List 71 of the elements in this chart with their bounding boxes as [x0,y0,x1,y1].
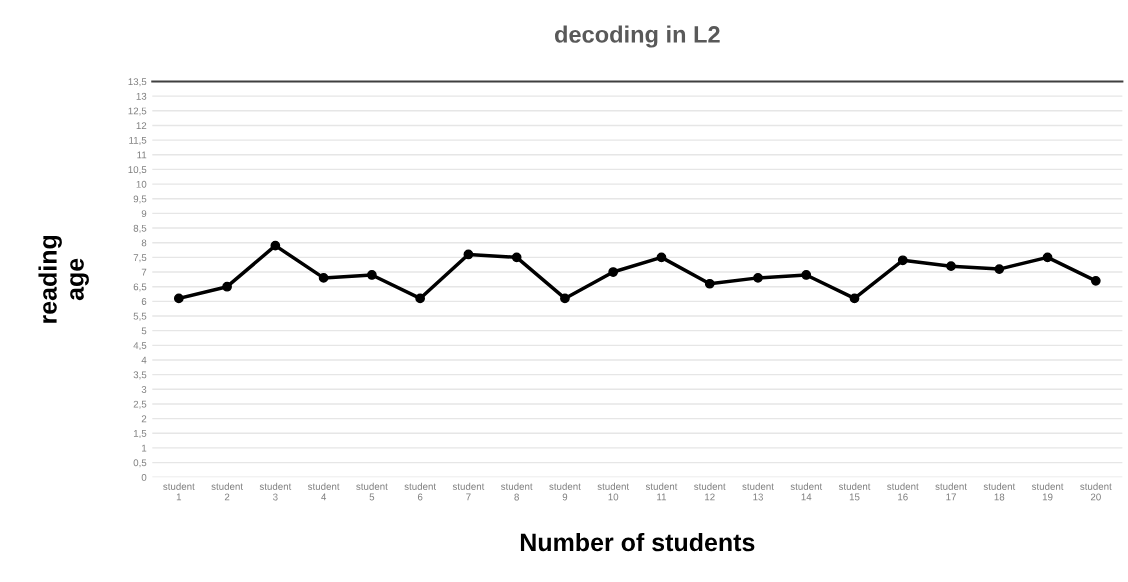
x-tick-label: student 14 [790,482,823,501]
point [994,264,1005,274]
y-tick-label: 9,5 [133,195,147,204]
x-tick-label: student 13 [742,482,774,501]
y-tick-label: 3,5 [133,371,147,380]
y-tick-label: 1 [142,444,147,452]
x-tick-label: student 11 [645,482,678,501]
point [318,273,329,283]
point [1090,275,1101,286]
point [897,255,908,266]
y-tick-label: 0 [141,473,147,481]
y-tick-label: 4,5 [133,342,147,351]
y-tick-label: 6,5 [133,283,147,292]
point [608,267,619,277]
y-tick-label: 12,5 [128,107,147,116]
x-tick-label: student 4 [307,482,340,501]
y-tick-label: 8 [141,239,147,247]
y-tick-label: 13 [136,92,147,100]
point [656,252,667,263]
x-tick-label: student 18 [983,482,1016,501]
y-tick-label: 9 [141,210,147,218]
y-tick-label: 2,5 [133,400,147,409]
point [463,249,474,260]
y-tick-label: 10,5 [128,166,147,175]
point [753,273,763,283]
x-tick-label: student 3 [259,482,292,501]
y-tick-label: 12 [136,122,147,129]
y-tick-label: 5 [141,327,147,335]
point [367,270,377,280]
point [946,261,956,272]
x-axis-title: Number of students [520,532,755,552]
point [849,293,860,304]
y-tick-label: 1,5 [133,430,147,439]
chart-title: decoding in L2 [555,25,720,48]
x-tick-label: student 10 [597,482,630,501]
y-tick-label: 7 [141,268,147,276]
point [173,293,184,304]
y-tick-label: 3 [141,386,147,393]
x-tick-label: student 7 [452,482,485,501]
x-tick-label: student 16 [887,482,919,501]
x-tick-label: student 6 [404,482,437,501]
x-tick-label: student 19 [1031,482,1064,501]
y-tick-label: 7,5 [133,254,147,263]
y-axis-title: reading age [38,235,89,323]
y-tick-label: 11,5 [129,136,147,145]
y-tick-label: 4 [141,356,147,364]
x-tick-label: student 8 [500,482,533,501]
point [270,240,281,251]
x-tick-label: student 5 [356,482,388,501]
y-tick-label: 2 [141,415,147,423]
point [801,270,812,280]
point [415,293,425,304]
point [511,252,522,263]
x-tick-label: student 20 [1080,482,1112,501]
y-tick-label: 11 [137,151,147,159]
x-tick-label: student 15 [838,482,871,501]
y-tick-label: 0,5 [133,459,147,468]
x-tick-label: student 12 [694,482,726,501]
y-tick-label: 10 [136,180,147,188]
x-tick-label: student 17 [935,482,967,501]
point [560,293,570,304]
x-tick-label: student 1 [163,482,195,501]
y-tick-label: 5,5 [133,312,147,321]
point [222,281,232,292]
point [1042,252,1053,263]
y-tick-label: 6 [141,298,147,305]
y-tick-label: 13,5 [128,78,147,87]
y-tick-label: 8,5 [133,224,147,233]
x-tick-label: student 2 [211,482,243,501]
x-tick-label: student 9 [549,482,581,501]
point [704,278,715,289]
